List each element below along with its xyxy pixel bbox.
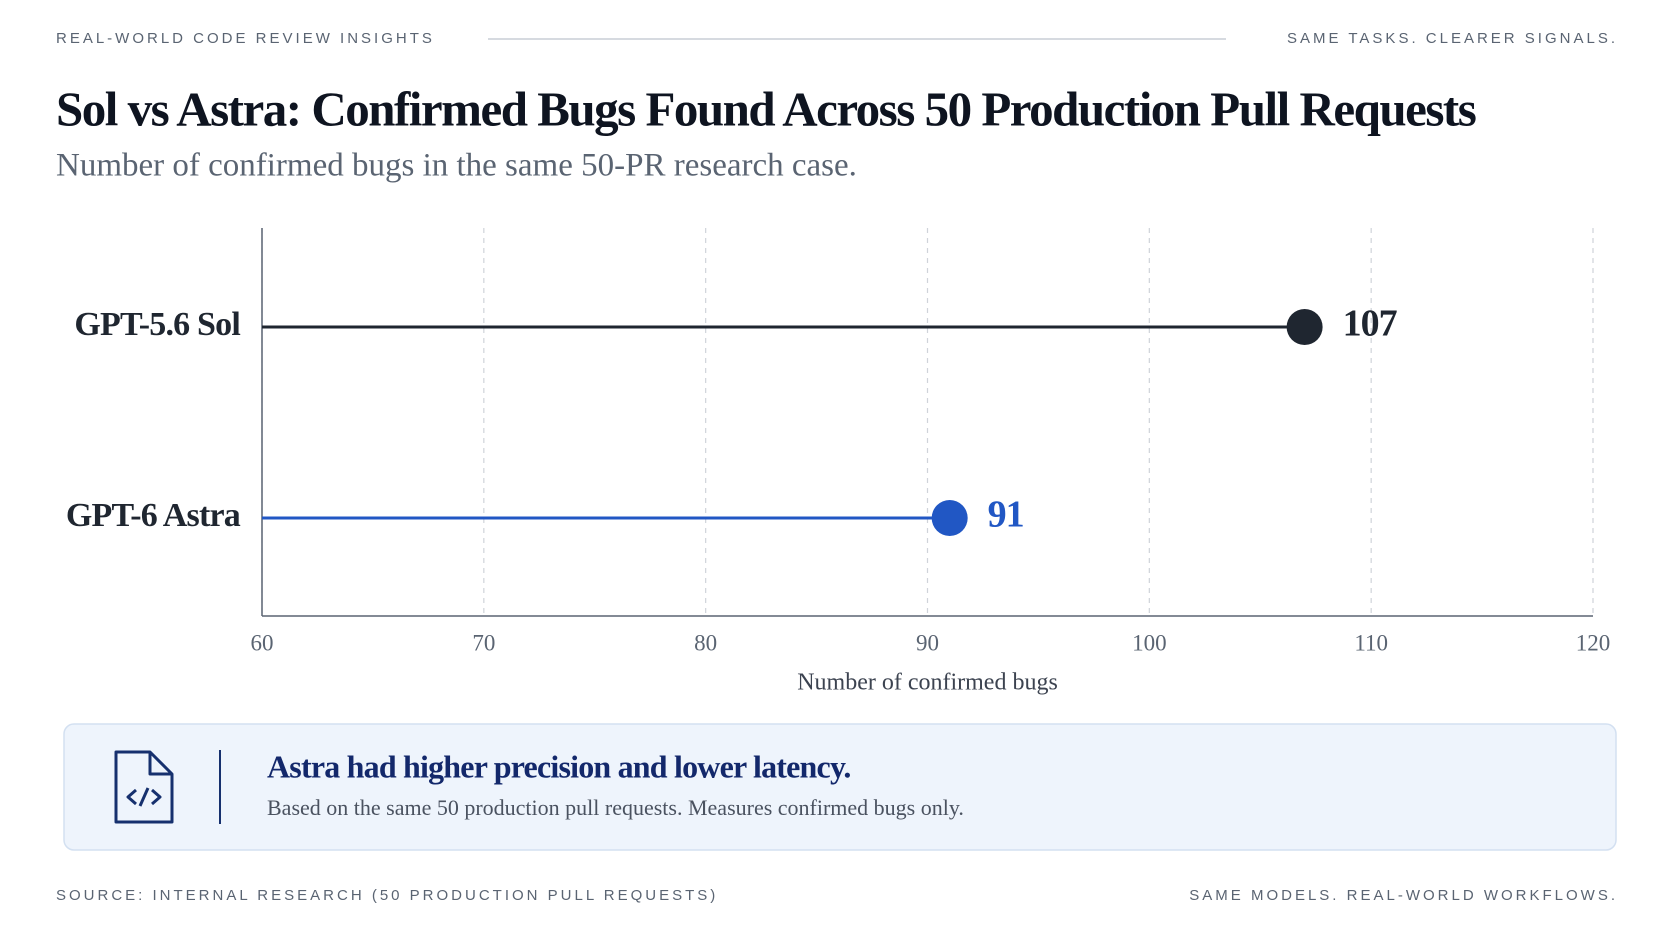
y-tick-label: GPT-6 Astra xyxy=(66,497,241,534)
plot: 60 70 80 90 100 110 120 Number of confirmed bug… xyxy=(66,228,1610,696)
x-tick-label: 60 xyxy=(251,630,274,655)
footer-left: SOURCE: INTERNAL RESEARCH (50 PRODUCTION… xyxy=(56,887,718,904)
chart-subtitle: Number of confirmed bugs in the same 50-… xyxy=(56,148,857,184)
header-left: REAL-WORLD CODE REVIEW INSIGHTS xyxy=(56,30,435,47)
footer-right: SAME MODELS. REAL-WORLD WORKFLOWS. xyxy=(1189,887,1618,904)
x-tick-label: 90 xyxy=(916,630,939,655)
x-tick-label: 120 xyxy=(1576,630,1611,655)
x-tick-label: 80 xyxy=(694,630,717,655)
x-tick-label: 110 xyxy=(1354,630,1388,655)
x-axis-label: Number of confirmed bugs xyxy=(797,670,1058,696)
code-file-icon xyxy=(114,750,174,824)
lollipop-dot xyxy=(1286,309,1323,345)
y-tick-label: GPT-5.6 Sol xyxy=(74,306,240,343)
chart-title: Sol vs Astra: Confirmed Bugs Found Acros… xyxy=(56,81,1476,136)
x-tick-label: 70 xyxy=(472,630,495,655)
callout-text: Based on the same 50 production pull req… xyxy=(267,795,964,820)
callout-title: Astra had higher precision and lower lat… xyxy=(267,748,851,784)
callout-box xyxy=(63,723,1617,851)
lollipop-dot xyxy=(931,500,968,536)
data-label: 91 xyxy=(988,494,1024,536)
header-right: SAME TASKS. CLEARER SIGNALS. xyxy=(1287,30,1618,47)
x-tick-label: 100 xyxy=(1132,630,1167,655)
data-label: 107 xyxy=(1343,303,1398,345)
